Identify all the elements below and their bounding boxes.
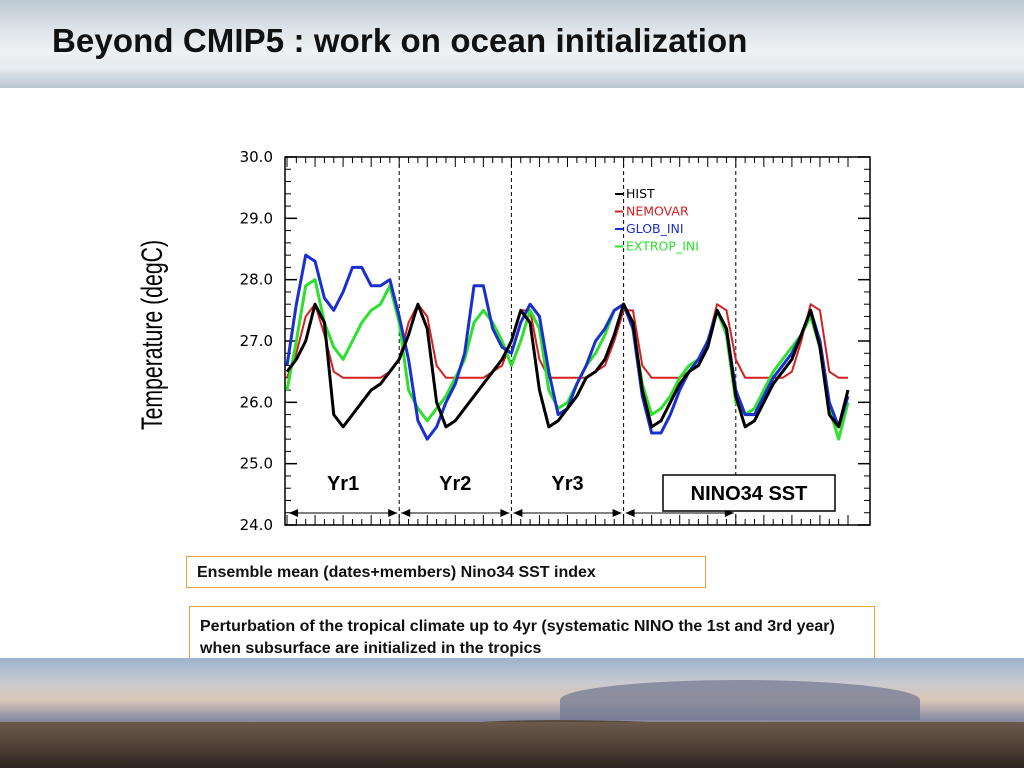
year-arrowhead-right (500, 509, 510, 517)
legend-label: NEMOVAR (626, 204, 689, 219)
nino34-label-box (662, 474, 836, 512)
y-tick-label: 27.0 (240, 332, 273, 350)
y-tick-label: 24.0 (240, 516, 273, 534)
chart-legend: HIST NEMOVAR GLOB_INI EXTROP_INI (615, 186, 699, 254)
plot-frame (284, 156, 871, 526)
series-line-nemovar (286, 303, 848, 379)
year-label: Yr2 (439, 473, 471, 495)
header-banner (0, 0, 1024, 88)
caption-perturbation: Perturbation of the tropical climate up … (189, 606, 875, 666)
slide-title: Beyond CMIP5 : work on ocean initializat… (52, 22, 748, 59)
y-tick-label: 29.0 (240, 209, 273, 227)
legend-label: GLOB_INI (626, 221, 684, 236)
footer-rocks (0, 722, 1024, 768)
year-label: Yr1 (327, 473, 359, 495)
nino34-chart: 24.0 25.0 26.0 27.0 28.0 29.0 30.0 HIST NEMOVAR… (134, 148, 871, 534)
legend-label: HIST (626, 186, 655, 201)
caption-ensemble-mean: Ensemble mean (dates+members) Nino34 SST… (186, 556, 706, 588)
year-label: Yr3 (551, 473, 583, 495)
footer-landscape-image (0, 658, 1024, 768)
year-arrowhead-left (401, 509, 411, 517)
chart-ticks: 24.0 25.0 26.0 27.0 28.0 29.0 30.0 (240, 148, 870, 534)
chart-series (285, 253, 850, 441)
y-tick-label: 26.0 (240, 393, 273, 411)
year-arrowhead-right (388, 509, 398, 517)
series-line-hist (285, 302, 850, 429)
footer-mountain (560, 680, 920, 720)
series-line-extrop-ini (285, 278, 850, 441)
year-arrowhead-right (612, 509, 622, 517)
year-arrowhead-left (625, 509, 635, 517)
legend-label: EXTROP_INI (626, 239, 699, 254)
nino34-label: NINO34 SST (691, 483, 808, 505)
chart-axes (284, 156, 871, 526)
y-tick-label: 30.0 (240, 148, 273, 166)
year-arrowhead-left (289, 509, 298, 517)
year-arrows (289, 509, 734, 517)
banner-snow-image (0, 52, 1024, 88)
y-tick-label: 25.0 (240, 455, 273, 473)
year-arrowhead-left (513, 509, 523, 517)
y-axis-label: Temperature (degC) (134, 240, 169, 430)
y-tick-label: 28.0 (240, 271, 273, 289)
